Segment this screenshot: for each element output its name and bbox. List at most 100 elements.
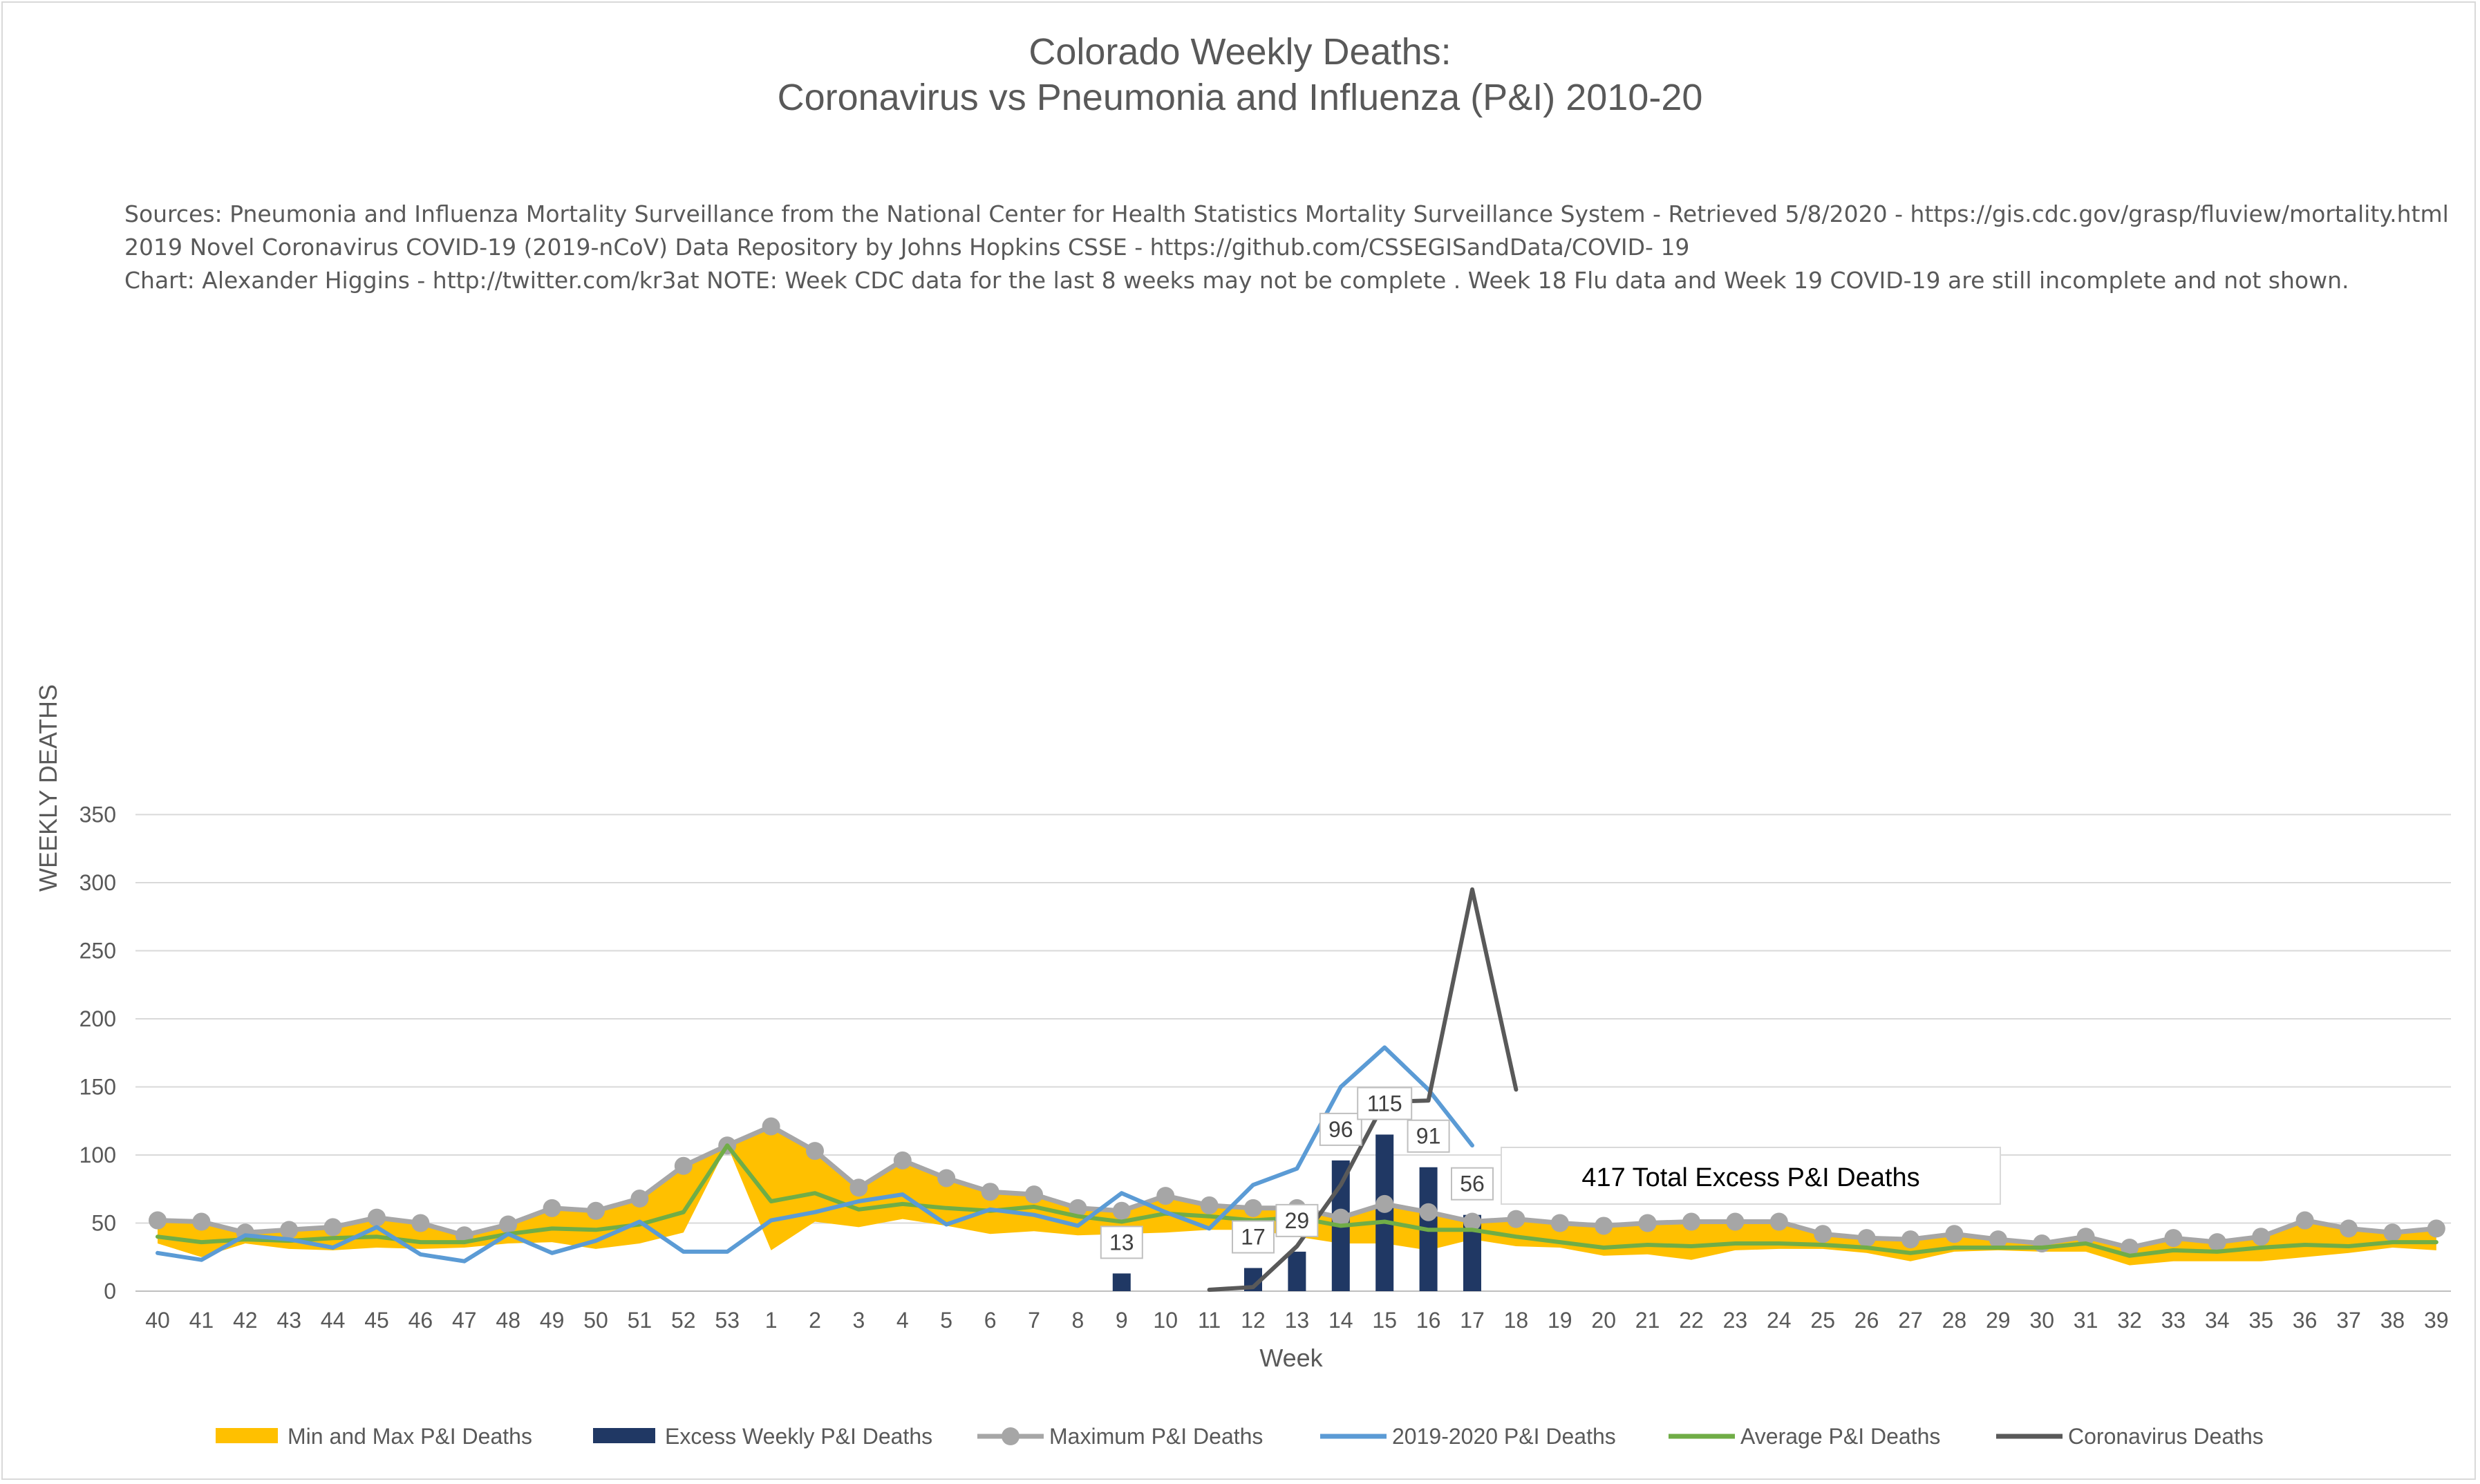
x-tick-label: 25	[1810, 1308, 1835, 1333]
x-tick-label: 47	[452, 1308, 477, 1333]
marker-maximum-p-i-deaths	[2252, 1228, 2271, 1246]
legend-label: Min and Max P&I Deaths	[288, 1424, 532, 1449]
x-tick-label: 26	[1854, 1308, 1879, 1333]
x-tick-label: 36	[2293, 1308, 2318, 1333]
marker-maximum-p-i-deaths	[1025, 1185, 1043, 1204]
x-tick-label: 9	[1116, 1308, 1128, 1333]
marker-maximum-p-i-deaths	[1200, 1196, 1219, 1214]
bar-week-13	[1288, 1251, 1306, 1291]
marker-maximum-p-i-deaths	[674, 1156, 693, 1175]
y-tick-label: 100	[79, 1143, 116, 1167]
marker-maximum-p-i-deaths	[981, 1183, 999, 1201]
x-tick-label: 43	[276, 1308, 301, 1333]
x-tick-label: 35	[2248, 1308, 2273, 1333]
marker-maximum-p-i-deaths	[1463, 1212, 1481, 1231]
x-tick-label: 16	[1416, 1308, 1441, 1333]
marker-maximum-p-i-deaths	[2076, 1228, 2095, 1246]
line-2019-2020-p-i-deaths	[156, 1045, 1474, 1264]
x-tick-label: 10	[1153, 1308, 1178, 1333]
marker-maximum-p-i-deaths	[1244, 1199, 1262, 1217]
legend-label: Maximum P&I Deaths	[1049, 1424, 1263, 1449]
data-label: 17	[1241, 1225, 1266, 1250]
bar-week-9	[1112, 1273, 1131, 1291]
x-tick-label: 20	[1591, 1308, 1616, 1333]
marker-maximum-p-i-deaths	[1069, 1199, 1087, 1217]
data-label-box	[1407, 1119, 1450, 1153]
marker-maximum-p-i-deaths	[1945, 1225, 1964, 1243]
marker-maximum-p-i-deaths	[2383, 1223, 2402, 1242]
x-tick-label: 7	[1028, 1308, 1040, 1333]
x-tick-label: 6	[984, 1308, 997, 1333]
legend-label: Excess Weekly P&I Deaths	[665, 1424, 932, 1449]
marker-maximum-p-i-deaths	[411, 1214, 430, 1232]
x-tick-label: 12	[1241, 1308, 1266, 1333]
y-tick-label: 200	[79, 1006, 116, 1031]
x-tick-label: 30	[2029, 1308, 2054, 1333]
marker-maximum-p-i-deaths	[1814, 1225, 1832, 1243]
data-label: 13	[1109, 1230, 1134, 1255]
data-label-box	[1451, 1167, 1494, 1201]
x-tick-label: 38	[2380, 1308, 2405, 1333]
x-tick-label: 45	[364, 1308, 389, 1333]
x-tick-label: 27	[1898, 1308, 1923, 1333]
marker-maximum-p-i-deaths	[2340, 1219, 2358, 1238]
x-axis-ticks: 40 41 42 43 44 45 46 47 48 49 50 51 52 53 1 2 3 4 5 6 7 8 9 10 1…	[145, 1308, 2448, 1333]
marker-maximum-p-i-deaths	[1375, 1194, 1394, 1213]
x-tick-label: 34	[2205, 1308, 2230, 1333]
legend-swatch	[593, 1428, 655, 1443]
marker-maximum-p-i-deaths	[280, 1221, 299, 1239]
x-tick-label: 22	[1679, 1308, 1704, 1333]
marker-maximum-p-i-deaths	[937, 1169, 956, 1187]
marker-maximum-p-i-deaths	[1726, 1212, 1745, 1231]
x-tick-label: 37	[2336, 1308, 2361, 1333]
x-tick-label: 21	[1635, 1308, 1660, 1333]
marker-maximum-p-i-deaths	[587, 1201, 605, 1220]
x-tick-label: 28	[1942, 1308, 1967, 1333]
x-tick-label: 4	[896, 1308, 909, 1333]
marker-maximum-p-i-deaths	[806, 1142, 824, 1161]
legend-label: Coronavirus Deaths	[2068, 1424, 2264, 1449]
y-tick-label: 350	[79, 802, 116, 827]
marker-maximum-p-i-deaths	[2427, 1219, 2445, 1238]
x-tick-label: 48	[496, 1308, 520, 1333]
data-label-box	[1232, 1220, 1275, 1254]
marker-maximum-p-i-deaths	[2208, 1233, 2226, 1252]
x-tick-label: 41	[189, 1308, 214, 1333]
x-tick-label: 17	[1460, 1308, 1485, 1333]
marker-maximum-p-i-deaths	[1989, 1230, 2007, 1249]
marker-maximum-p-i-deaths	[323, 1218, 342, 1237]
data-label: 29	[1285, 1208, 1310, 1233]
data-label: 56	[1460, 1172, 1485, 1196]
callout-text: 417 Total Excess P&I Deaths	[1581, 1163, 1919, 1192]
x-axis-label: Week	[1259, 1344, 1323, 1372]
data-label: 96	[1328, 1117, 1353, 1142]
marker-maximum-p-i-deaths	[1638, 1214, 1657, 1232]
marker-maximum-p-i-deaths	[2164, 1229, 2183, 1248]
legend-swatch	[216, 1428, 278, 1443]
marker-maximum-p-i-deaths	[2295, 1211, 2314, 1230]
marker-maximum-p-i-deaths	[1331, 1208, 1350, 1227]
marker-maximum-p-i-deaths	[1507, 1210, 1525, 1228]
marker-maximum-p-i-deaths	[893, 1151, 912, 1170]
x-tick-label: 13	[1285, 1308, 1310, 1333]
marker-maximum-p-i-deaths	[2121, 1238, 2139, 1257]
marker-maximum-p-i-deaths	[499, 1215, 518, 1234]
x-tick-label: 46	[408, 1308, 433, 1333]
x-tick-label: 23	[1723, 1308, 1748, 1333]
x-tick-label: 31	[2074, 1308, 2098, 1333]
marker-maximum-p-i-deaths	[192, 1212, 211, 1231]
marker-maximum-p-i-deaths	[1156, 1187, 1175, 1205]
x-tick-label: 18	[1504, 1308, 1529, 1333]
x-tick-label: 5	[940, 1308, 952, 1333]
marker-maximum-p-i-deaths	[849, 1178, 868, 1197]
legend: Min and Max P&I Deaths Excess Weekly P&I …	[216, 1424, 2264, 1449]
data-label-box	[1319, 1112, 1362, 1146]
y-tick-label: 250	[79, 939, 116, 964]
marker-maximum-p-i-deaths	[1769, 1212, 1788, 1231]
marker-maximum-p-i-deaths	[1112, 1201, 1131, 1220]
x-tick-label: 49	[540, 1308, 565, 1333]
y-tick-label: 50	[91, 1211, 116, 1236]
legend-marker	[1002, 1427, 1020, 1445]
